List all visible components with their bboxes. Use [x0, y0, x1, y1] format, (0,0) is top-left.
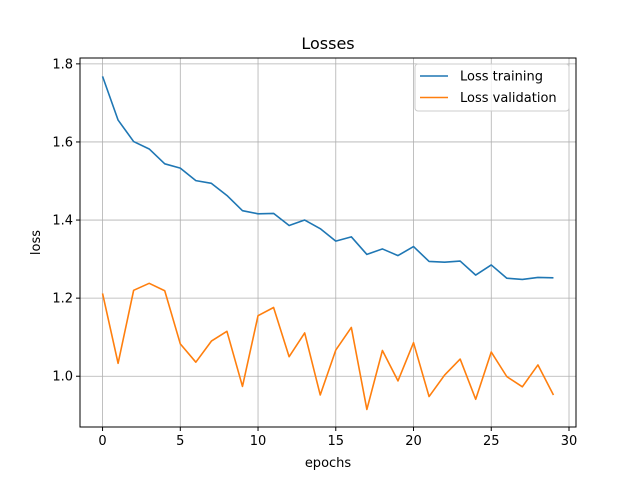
series-line — [101, 76, 554, 281]
x-tick-label: 0 — [98, 434, 106, 449]
x-tick-label: 15 — [328, 434, 345, 449]
legend-box — [414, 63, 570, 112]
series-layer — [101, 76, 555, 411]
y-tick-label: 1.4 — [52, 214, 73, 229]
legend-label: Loss training — [460, 70, 543, 85]
legend-label: Loss validation — [460, 91, 557, 106]
y-tick-label: 1.8 — [52, 57, 73, 72]
x-tick-label: 30 — [561, 434, 578, 449]
y-axis-label: loss — [29, 230, 44, 255]
x-tick-label: 20 — [405, 434, 422, 449]
y-tick-label: 1.6 — [52, 135, 73, 150]
series-training — [101, 76, 554, 281]
legend: Loss training Loss validation — [414, 63, 570, 112]
tick-layer: 0 5 10 15 20 25 30 1.0 1.2 1.4 1.6 1.8 — [52, 57, 577, 449]
chart-title: Losses — [301, 34, 354, 53]
x-tick-label: 10 — [250, 434, 267, 449]
plot-frame — [79, 57, 577, 428]
y-tick-label: 1.2 — [52, 292, 73, 307]
x-axis-label: epochs — [305, 456, 352, 471]
x-tick-label: 5 — [176, 434, 184, 449]
x-tick-label: 25 — [483, 434, 500, 449]
y-tick-label: 1.0 — [52, 370, 73, 385]
series-validation — [101, 282, 555, 411]
series-line — [101, 282, 555, 411]
grid-layer — [80, 58, 576, 427]
